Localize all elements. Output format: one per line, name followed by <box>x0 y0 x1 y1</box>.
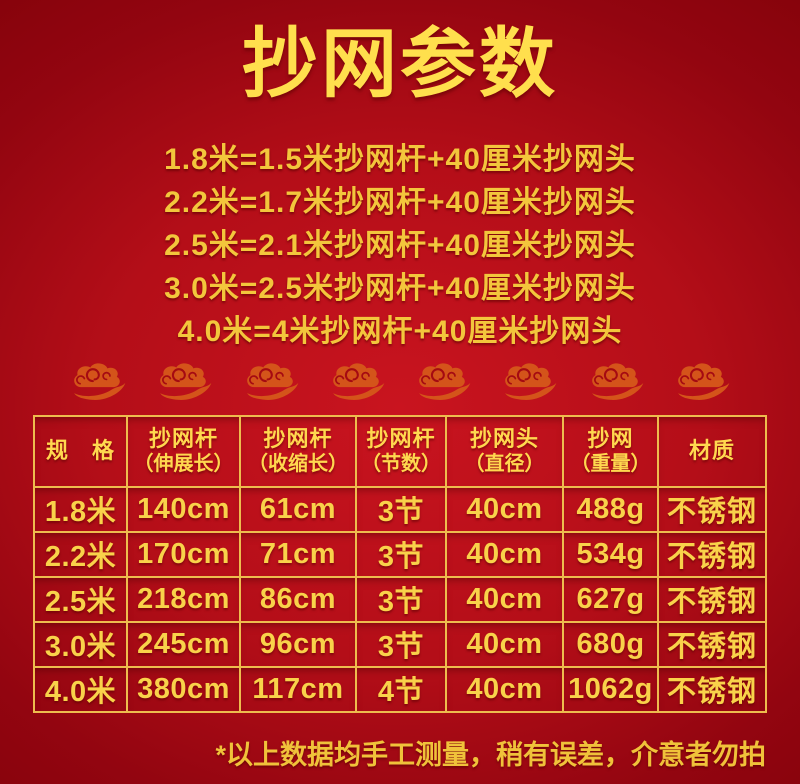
spec-material-cell: 不锈钢 <box>657 665 767 713</box>
auspicious-cloud-icon <box>73 362 127 401</box>
spec-extended-length-cell: 218cm <box>126 575 241 623</box>
spec-weight-cell: 488g <box>562 485 659 533</box>
page-title: 抄网参数 <box>242 22 558 107</box>
spec-weight-cell: 534g <box>562 530 659 578</box>
spec-size-cell: 3.0米 <box>33 620 128 668</box>
spec-formula-line: 2.5米=2.1米抄网杆+40厘米抄网头 <box>164 228 636 262</box>
spec-formula-line: 1.8米=1.5米抄网杆+40厘米抄网头 <box>164 142 636 176</box>
spec-head-diameter-cell: 40cm <box>445 665 564 713</box>
spec-size-cell: 2.5米 <box>33 575 128 623</box>
table-row: 4.0米 380cm 117cm 4节 40cm 1062g 不锈钢 <box>33 665 767 713</box>
spec-table-header-row: 规 格 抄网杆 （伸展长） 抄网杆 （收缩长） 抄网杆 （节数） 抄网头 （直径） 抄网… <box>33 414 767 488</box>
spec-table-header-cell: 抄网杆 （伸展长） <box>126 414 241 488</box>
spec-collapsed-length-cell: 86cm <box>239 575 357 623</box>
spec-size-cell: 2.2米 <box>33 530 128 578</box>
header-sublabel: （伸展长） <box>133 453 234 476</box>
spec-head-diameter-cell: 40cm <box>445 620 564 668</box>
spec-table-header-cell: 抄网头 （直径） <box>445 414 564 488</box>
spec-formula-list: 1.8米=1.5米抄网杆+40厘米抄网头 2.2米=1.7米抄网杆+40厘米抄网… <box>0 138 800 353</box>
spec-table-header-cell: 抄网杆 （收缩长） <box>239 414 357 488</box>
spec-formula-line: 2.2米=1.7米抄网杆+40厘米抄网头 <box>164 185 636 219</box>
spec-size-cell: 1.8米 <box>33 485 128 533</box>
spec-table-header-cell: 抄网 （重量） <box>562 414 659 488</box>
spec-material-cell: 不锈钢 <box>657 620 767 668</box>
spec-weight-cell: 627g <box>562 575 659 623</box>
spec-head-diameter-cell: 40cm <box>445 485 564 533</box>
spec-sections-cell: 3节 <box>355 530 447 578</box>
spec-formula-line: 3.0米=2.5米抄网杆+40厘米抄网头 <box>164 271 636 305</box>
spec-size-cell: 4.0米 <box>33 665 128 713</box>
spec-sections-cell: 3节 <box>355 575 447 623</box>
spec-head-diameter-cell: 40cm <box>445 575 564 623</box>
auspicious-cloud-icon <box>504 362 558 401</box>
header-sublabel: （收缩长） <box>248 453 348 476</box>
header-label: 抄网杆 <box>263 426 333 452</box>
table-row: 2.2米 170cm 71cm 3节 40cm 534g 不锈钢 <box>33 530 767 578</box>
spec-material-cell: 不锈钢 <box>657 485 767 533</box>
table-row: 3.0米 245cm 96cm 3节 40cm 680g 不锈钢 <box>33 620 767 668</box>
spec-collapsed-length-cell: 61cm <box>239 485 357 533</box>
spec-table-header-cell: 抄网杆 （节数） <box>355 414 447 488</box>
spec-sections-cell: 3节 <box>355 485 447 533</box>
cloud-divider <box>69 359 731 405</box>
spec-extended-length-cell: 140cm <box>126 485 241 533</box>
spec-extended-length-cell: 245cm <box>126 620 241 668</box>
auspicious-cloud-icon <box>418 362 472 401</box>
spec-sections-cell: 4节 <box>355 665 447 713</box>
header-sublabel: （重量） <box>570 453 651 476</box>
auspicious-cloud-icon <box>331 362 386 401</box>
disclaimer-note: *以上数据均手工测量，稍有误差，介意者勿拍 <box>215 739 766 770</box>
spec-formula-line: 4.0米=4米抄网杆+40厘米抄网头 <box>177 314 623 348</box>
spec-table-header-cell: 规 格 <box>33 414 128 488</box>
spec-extended-length-cell: 380cm <box>126 665 241 713</box>
spec-weight-cell: 1062g <box>562 665 659 713</box>
spec-extended-length-cell: 170cm <box>126 530 241 578</box>
header-label: 抄网头 <box>469 426 539 452</box>
spec-weight-cell: 680g <box>562 620 659 668</box>
spec-collapsed-length-cell: 96cm <box>239 620 357 668</box>
spec-material-cell: 不锈钢 <box>657 530 767 578</box>
header-label: 抄网杆 <box>148 426 218 452</box>
header-label: 规 格 <box>45 438 115 464</box>
table-row: 1.8米 140cm 61cm 3节 40cm 488g 不锈钢 <box>33 485 767 533</box>
header-sublabel: （直径） <box>464 453 545 476</box>
auspicious-cloud-icon <box>677 362 731 401</box>
spec-material-cell: 不锈钢 <box>657 575 767 623</box>
product-spec-banner: 抄网参数 1.8米=1.5米抄网杆+40厘米抄网头 2.2米=1.7米抄网杆+4… <box>0 20 800 784</box>
auspicious-cloud-icon <box>590 362 645 401</box>
spec-collapsed-length-cell: 117cm <box>239 665 357 713</box>
spec-head-diameter-cell: 40cm <box>445 530 564 578</box>
auspicious-cloud-icon <box>245 362 299 401</box>
spec-sections-cell: 3节 <box>355 620 447 668</box>
auspicious-cloud-icon <box>159 362 213 401</box>
spec-table: 规 格 抄网杆 （伸展长） 抄网杆 （收缩长） 抄网杆 （节数） 抄网头 （直径） 抄网… <box>33 414 767 713</box>
header-label: 材质 <box>688 438 735 464</box>
header-sublabel: （节数） <box>361 453 441 476</box>
header-label: 抄网 <box>587 426 634 452</box>
spec-collapsed-length-cell: 71cm <box>239 530 357 578</box>
table-row: 2.5米 218cm 86cm 3节 40cm 627g 不锈钢 <box>33 575 767 623</box>
spec-table-header-cell: 材质 <box>657 414 767 488</box>
header-label: 抄网杆 <box>366 426 436 452</box>
